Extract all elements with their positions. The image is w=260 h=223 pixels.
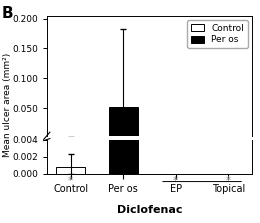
Bar — [109, 107, 138, 138]
Text: Mean ulcer area (mm²): Mean ulcer area (mm²) — [3, 53, 12, 157]
Bar — [56, 167, 85, 173]
Text: *: * — [173, 176, 178, 186]
Legend: Control, Per os: Control, Per os — [187, 20, 248, 48]
Text: *: * — [226, 176, 231, 186]
X-axis label: Diclofenac: Diclofenac — [117, 205, 182, 215]
Text: *: * — [68, 176, 73, 186]
Text: B: B — [2, 6, 13, 21]
Bar — [109, 0, 138, 173]
